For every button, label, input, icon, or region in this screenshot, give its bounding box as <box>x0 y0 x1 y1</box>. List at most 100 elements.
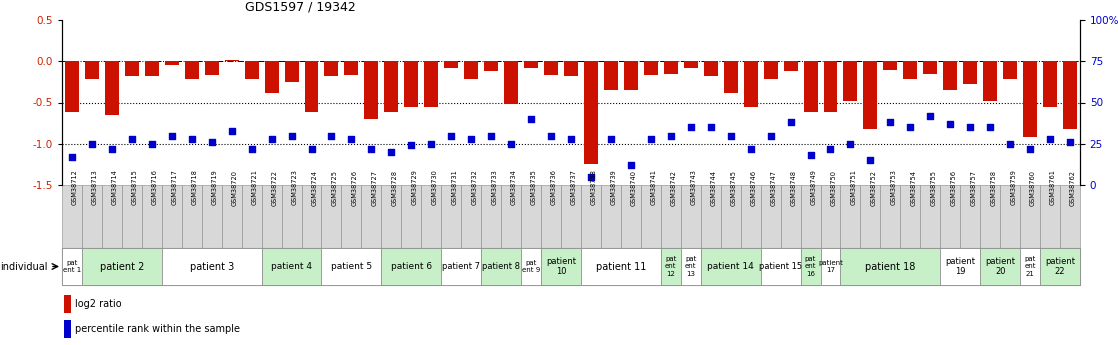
Bar <box>681 185 701 248</box>
Bar <box>164 61 179 65</box>
Text: GSM38714: GSM38714 <box>112 170 117 206</box>
Text: GSM38759: GSM38759 <box>1011 170 1016 206</box>
Text: GSM38750: GSM38750 <box>831 169 836 206</box>
Text: GSM38745: GSM38745 <box>731 169 737 206</box>
Text: GSM38738: GSM38738 <box>591 170 597 206</box>
Text: GSM38739: GSM38739 <box>610 170 617 205</box>
Bar <box>262 248 322 285</box>
Bar <box>64 320 72 337</box>
Point <box>183 136 201 141</box>
Point <box>582 174 600 179</box>
Text: GSM38717: GSM38717 <box>172 170 178 206</box>
Text: pat
ent 1: pat ent 1 <box>63 260 82 273</box>
Bar <box>61 185 82 248</box>
Point <box>961 125 979 130</box>
Bar <box>880 185 900 248</box>
Bar <box>721 185 740 248</box>
Bar <box>843 61 858 101</box>
Text: patient 18: patient 18 <box>865 262 916 272</box>
Bar <box>804 61 817 112</box>
Bar <box>442 248 481 285</box>
Point <box>362 146 380 151</box>
Bar <box>105 61 119 115</box>
Text: GSM38732: GSM38732 <box>471 170 477 206</box>
Text: GSM38755: GSM38755 <box>930 169 936 206</box>
Bar <box>581 248 661 285</box>
Point <box>642 136 660 141</box>
Text: GSM38743: GSM38743 <box>691 170 697 206</box>
Point <box>202 139 220 145</box>
Text: patient 5: patient 5 <box>331 262 372 271</box>
Text: GSM38712: GSM38712 <box>72 170 78 206</box>
Bar <box>903 61 918 79</box>
Bar <box>624 61 638 90</box>
Text: GSM38727: GSM38727 <box>371 169 378 206</box>
Bar <box>145 61 159 76</box>
Bar <box>521 248 541 285</box>
Bar <box>824 61 837 112</box>
Bar <box>740 185 760 248</box>
Bar <box>923 61 937 73</box>
Bar <box>285 61 299 82</box>
Point <box>722 133 740 138</box>
Bar <box>1040 185 1060 248</box>
Bar <box>245 61 258 79</box>
Bar <box>61 248 82 285</box>
Bar <box>541 248 581 285</box>
Point <box>702 125 720 130</box>
Bar <box>344 61 359 75</box>
Bar <box>641 185 661 248</box>
Text: patient 6: patient 6 <box>391 262 432 271</box>
Point <box>443 133 461 138</box>
Point <box>822 146 840 151</box>
Bar <box>201 185 221 248</box>
Text: GSM38716: GSM38716 <box>152 170 158 206</box>
Bar <box>221 185 241 248</box>
Point <box>881 119 899 125</box>
Bar <box>964 61 977 84</box>
Bar <box>205 61 219 75</box>
Text: GSM38761: GSM38761 <box>1050 170 1057 206</box>
Bar <box>304 61 319 112</box>
Bar <box>241 185 262 248</box>
Text: pat
ent 9: pat ent 9 <box>522 260 540 273</box>
Bar <box>262 185 282 248</box>
Text: patient 7: patient 7 <box>443 262 481 271</box>
Text: GSM38724: GSM38724 <box>312 169 318 206</box>
Bar <box>1020 185 1040 248</box>
Bar <box>462 185 481 248</box>
Text: GSM38725: GSM38725 <box>331 169 338 206</box>
Point <box>83 141 101 147</box>
Bar <box>920 185 940 248</box>
Point <box>862 157 880 163</box>
Bar <box>760 248 800 285</box>
Bar <box>701 185 721 248</box>
Bar <box>681 248 701 285</box>
Bar <box>385 61 398 112</box>
Text: patient 3: patient 3 <box>190 262 234 272</box>
Text: GSM38737: GSM38737 <box>571 170 577 206</box>
Point <box>921 113 939 118</box>
Text: GSM38747: GSM38747 <box>770 169 777 206</box>
Bar <box>82 185 102 248</box>
Bar <box>85 61 98 79</box>
Point <box>622 162 639 168</box>
Bar <box>381 248 442 285</box>
Point <box>1021 146 1039 151</box>
Point <box>522 116 540 122</box>
Text: GSM38757: GSM38757 <box>970 169 976 206</box>
Point <box>901 125 919 130</box>
Point <box>163 133 181 138</box>
Point <box>1061 139 1079 145</box>
Bar <box>265 61 278 92</box>
Text: GSM38748: GSM38748 <box>790 169 796 206</box>
Bar <box>1063 61 1077 129</box>
Bar <box>900 185 920 248</box>
Point <box>222 128 240 133</box>
Point <box>322 133 340 138</box>
Bar <box>983 61 997 101</box>
Text: GSM38722: GSM38722 <box>272 169 277 206</box>
Text: patient 15: patient 15 <box>759 262 802 271</box>
Text: pat
ent
13: pat ent 13 <box>685 256 697 276</box>
Text: GSM38746: GSM38746 <box>750 169 757 206</box>
